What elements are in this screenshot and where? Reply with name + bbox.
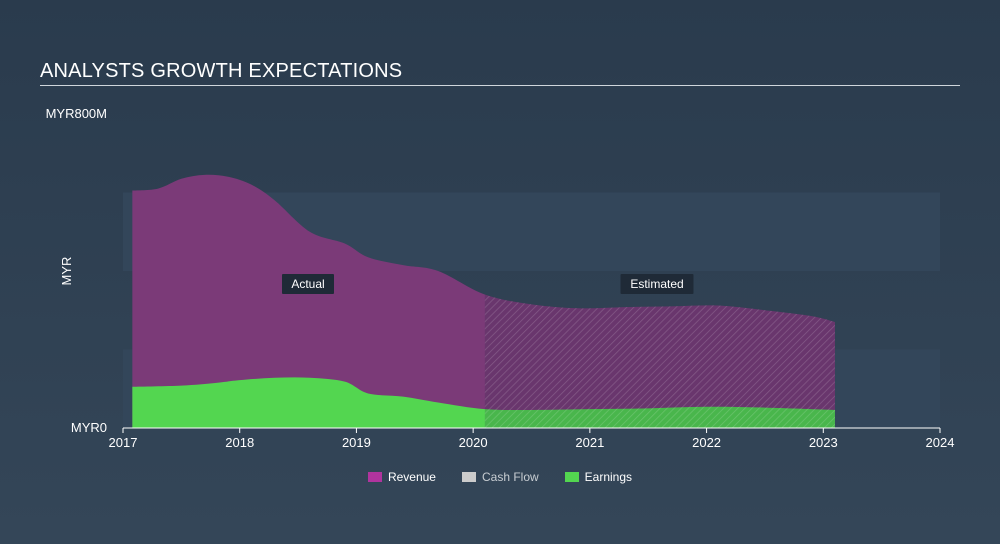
x-tick-label-2023: 2023 xyxy=(809,435,838,450)
chart-labels: MYR800M MYR0 MYR Actual Estimated xyxy=(46,106,694,435)
estimated-label: Estimated xyxy=(630,277,683,291)
y-axis-label: MYR xyxy=(59,257,74,286)
x-tick-label-2022: 2022 xyxy=(692,435,721,450)
legend-item-earnings[interactable]: Earnings xyxy=(564,470,633,484)
x-tick-label-2019: 2019 xyxy=(342,435,371,450)
axes: 2017 2018 2019 2020 2021 2022 2023 2024 xyxy=(109,427,955,450)
actual-label: Actual xyxy=(291,277,324,291)
legend-swatch-cash-flow xyxy=(461,472,476,482)
x-tick-label-2018: 2018 xyxy=(225,435,254,450)
y-tick-label-zero: MYR0 xyxy=(71,420,107,435)
estimated-label-bg xyxy=(620,274,694,294)
legend-item-revenue[interactable]: Revenue xyxy=(367,470,436,484)
legend-swatch-earnings xyxy=(564,472,579,482)
y-tick-label-top: MYR800M xyxy=(46,106,107,121)
actual-label-bg xyxy=(282,274,334,294)
x-tick-label-2020: 2020 xyxy=(459,435,488,450)
legend-label-cash-flow: Cash Flow xyxy=(481,470,539,484)
legend-swatch-revenue xyxy=(367,472,382,482)
legend: Revenue Cash Flow Earnings xyxy=(0,470,1000,484)
legend-label-revenue: Revenue xyxy=(387,470,436,484)
title-divider xyxy=(40,85,960,86)
legend-label-earnings: Earnings xyxy=(584,470,633,484)
x-tick-label-2021: 2021 xyxy=(575,435,604,450)
legend-item-cash-flow[interactable]: Cash Flow xyxy=(461,470,539,484)
chart-title: ANALYSTS GROWTH EXPECTATIONS xyxy=(40,60,403,82)
x-tick-label-2024: 2024 xyxy=(926,435,955,450)
x-tick-label-2017: 2017 xyxy=(109,435,138,450)
